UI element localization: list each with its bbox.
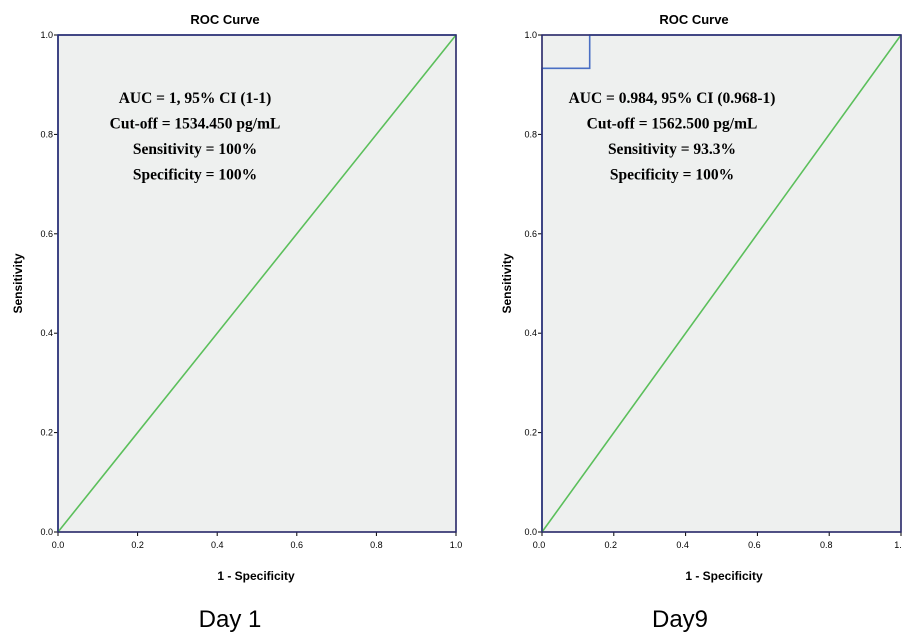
x-axis-label: 1 - Specificity <box>217 569 295 583</box>
y-tick-label: 0.4 <box>524 328 537 338</box>
panel-caption: Day9 <box>652 606 708 633</box>
x-tick-label: 0.4 <box>211 540 224 550</box>
y-tick-label: 1.0 <box>524 30 537 40</box>
roc-chart-1: ROC Curve 0.0 0.2 0.4 0.6 0.8 1.0 0.0 0.2 0.4 0.6 0… <box>11 12 462 633</box>
reference-line <box>57 34 457 533</box>
x-tick-label: 0.2 <box>131 540 144 550</box>
x-tick-label: 0.6 <box>291 540 304 550</box>
x-tick-label: 0.0 <box>52 540 65 550</box>
annotation-line: Specificity = 100% <box>133 167 257 184</box>
y-tick-label: 0.2 <box>40 428 53 438</box>
x-tick-label: 0.8 <box>370 540 383 550</box>
y-tick-label: 0.4 <box>40 328 53 338</box>
y-tick-label: 0.0 <box>524 527 537 537</box>
x-tick-label: 0.4 <box>676 540 689 550</box>
y-tick-label: 0.6 <box>524 229 537 239</box>
panel-caption: Day 1 <box>199 606 262 633</box>
y-tick-label: 0.8 <box>40 129 53 139</box>
annotation-line: Cut-off = 1562.500 pg/mL <box>587 116 758 133</box>
annotation-line: Cut-off = 1534.450 pg/mL <box>110 116 281 133</box>
y-tick-label: 1.0 <box>40 30 53 40</box>
roc-chart-2: ROC Curve 0.0 0.2 0.4 0.6 0.8 1.0 0.0 0.2 0.4 0.6 0… <box>500 12 902 633</box>
annotation-line: Specificity = 100% <box>610 167 734 184</box>
chart-title: ROC Curve <box>659 12 728 27</box>
x-tick-label: 1.0 <box>450 540 463 550</box>
annotation-line: AUC = 1, 95% CI (1-1) <box>119 90 272 107</box>
chart-title: ROC Curve <box>190 12 259 27</box>
annotation-line: Sensitivity = 93.3% <box>608 141 736 158</box>
x-axis-label: 1 - Specificity <box>685 569 763 583</box>
y-tick-label: 0.2 <box>524 428 537 438</box>
plot-frame <box>541 34 902 533</box>
x-tick-label: 0.0 <box>533 540 546 550</box>
annotation-line: AUC = 0.984, 95% CI (0.968-1) <box>569 90 776 107</box>
y-tick-label: 0.8 <box>524 129 537 139</box>
plot-frame <box>57 34 457 533</box>
x-tick-label: 0.2 <box>605 540 618 550</box>
y-axis-label: Sensitivity <box>500 253 514 313</box>
reference-line <box>541 34 902 533</box>
x-tick-label: 1. <box>894 540 902 550</box>
y-tick-label: 0.0 <box>40 527 53 537</box>
annotation-line: Sensitivity = 100% <box>133 141 257 158</box>
x-tick-label: 0.8 <box>820 540 833 550</box>
x-tick-label: 0.6 <box>748 540 761 550</box>
y-axis-label: Sensitivity <box>11 253 25 313</box>
y-tick-label: 0.6 <box>40 229 53 239</box>
